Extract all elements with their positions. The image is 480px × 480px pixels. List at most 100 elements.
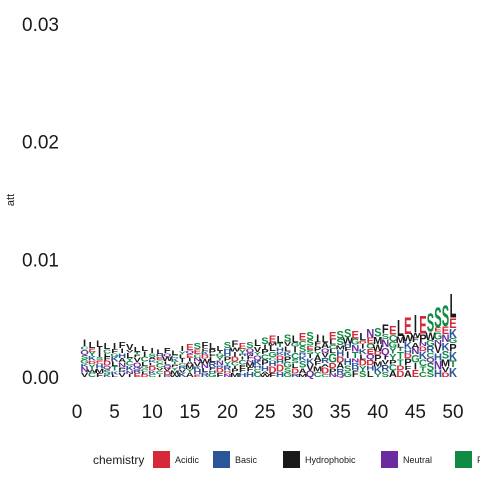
logo-letter: I [188, 357, 191, 362]
logo-letter: T [277, 342, 285, 348]
logo-letter: E [186, 343, 194, 352]
logo-letter: N [441, 333, 449, 345]
logo-letter: R [201, 371, 210, 378]
logo-letter: Y [359, 365, 367, 374]
logo-letter: E [367, 348, 374, 355]
logo-letter: V [126, 350, 134, 354]
logo-letter: F [344, 346, 351, 352]
logo-letter: I [233, 351, 236, 358]
logo-letter: E [419, 313, 426, 340]
logo-letter: G [351, 338, 360, 347]
logo-letter: V [254, 345, 262, 354]
logo-letter: F [111, 348, 118, 354]
logo-letter: Q [336, 373, 345, 378]
logo-letter: K [441, 341, 449, 353]
logo-letter: Q [185, 349, 194, 355]
logo-letter: N [246, 351, 254, 356]
logo-letter: Y [88, 351, 95, 358]
logo-letter: C [419, 371, 427, 379]
logo-letter: F [404, 365, 412, 371]
logo-letter: L [397, 314, 404, 341]
logo-letter: Y [239, 348, 246, 355]
logo-letter: F [216, 372, 224, 379]
logo-letter: Y [186, 368, 194, 373]
logo-letter: V [382, 359, 389, 366]
logo-letter: D [103, 360, 111, 368]
logo-letter: F [314, 340, 321, 347]
logo-letter: H [223, 350, 231, 357]
logo-letter: S [224, 341, 232, 350]
logo-letter: S [427, 362, 435, 374]
logo-letter: L [126, 352, 133, 360]
logo-letter: C [291, 352, 299, 362]
logo-letter: H [344, 358, 352, 368]
logo-letter: K [103, 374, 111, 378]
logo-letter: G [291, 341, 300, 347]
logo-letter: C [141, 356, 149, 364]
logo-letter: L [367, 370, 374, 379]
logo-letter: I [361, 343, 364, 350]
logo-letter: L [269, 345, 276, 354]
logo-letter: G [216, 352, 225, 357]
logo-letter: C [171, 354, 179, 359]
logo-letter: H [246, 371, 254, 379]
logo-letter: S [374, 327, 382, 339]
logo-letter: A [389, 370, 397, 380]
logo-letter: H [366, 364, 374, 373]
x-tick-label: 20 [217, 402, 238, 423]
legend-label: Acidic [175, 455, 200, 465]
logo-letter: V [284, 340, 291, 347]
logo-letter: N [434, 339, 442, 346]
logo-letter: V [194, 361, 202, 368]
x-tick-label: 50 [442, 402, 463, 423]
logo-letter: Q [163, 352, 172, 358]
logo-letter: N [201, 363, 209, 370]
x-tick-label: 45 [405, 402, 426, 423]
logo-letter: M [313, 365, 322, 374]
logo-letter: G [110, 352, 119, 357]
logo-letter: G [343, 370, 352, 379]
logo-letter: A [118, 357, 127, 364]
logo-letter: H [238, 353, 246, 357]
logo-letter: V [133, 356, 140, 363]
logo-letter: S [194, 342, 202, 351]
logo-letter: M [373, 360, 383, 368]
logo-letter: M [336, 344, 345, 351]
logo-letter: K [449, 365, 457, 380]
logo-letter: W [425, 331, 436, 343]
logo-letter: A [314, 354, 322, 363]
logo-letter: N [118, 362, 126, 369]
legend: chemistry Acidic Basic Hydrophobic Neutral P… [93, 451, 480, 468]
logo-letter: E [269, 334, 276, 345]
logo-letter: L [96, 340, 103, 350]
logo-letter: Q [133, 366, 142, 370]
logo-letter: K [253, 359, 261, 366]
logo-letter: D [223, 370, 231, 375]
logo-letter: G [208, 372, 217, 378]
logo-letter: C [389, 364, 397, 373]
logo-letter: R [216, 364, 224, 369]
logo-letter: H [223, 347, 231, 352]
logo-letter: V [81, 371, 89, 378]
logo-letter: M [95, 368, 104, 375]
logo-letter: I [414, 310, 417, 339]
logo-letter: N [193, 356, 201, 362]
logo-letter: N [329, 372, 337, 378]
logo-letter: E [367, 337, 375, 346]
logo-letter: F [134, 353, 141, 358]
legend-title: chemistry [93, 453, 144, 467]
logo-letter: P [118, 366, 126, 371]
logo-letter: D [404, 353, 413, 360]
logo-letter: S [261, 337, 268, 347]
logo-letter: L [216, 345, 223, 354]
logo-letter: Y [314, 350, 322, 356]
